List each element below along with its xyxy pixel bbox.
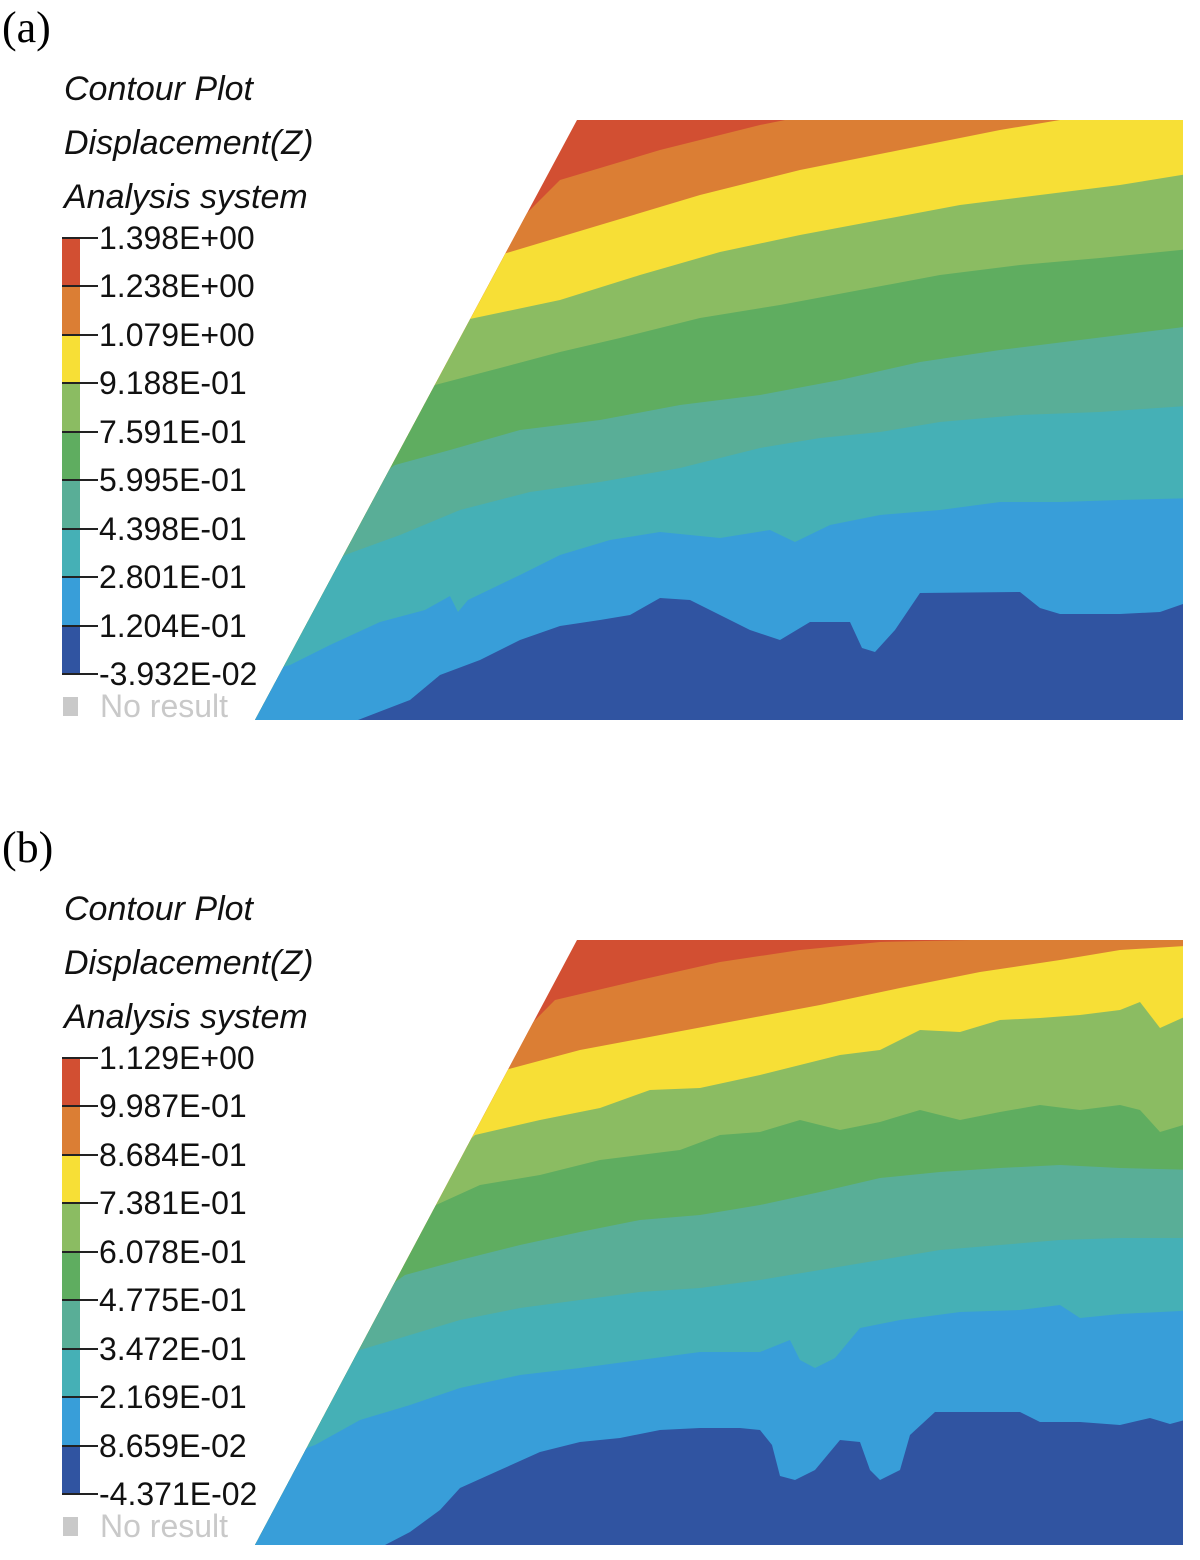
legend-level-label: -3.932E-02 — [99, 656, 258, 692]
colorbar-band-4 — [62, 1299, 80, 1348]
colorbar-band-6 — [62, 382, 80, 431]
legend-tick — [62, 237, 98, 239]
legend-title-line-3: Analysis system — [64, 178, 308, 216]
panel-b: (b) Contour Plot Displacement(Z) Analysi… — [0, 820, 1200, 1560]
no-result-swatch — [63, 697, 78, 716]
legend-level-label: 4.398E-01 — [99, 511, 247, 547]
contour-band-1 — [358, 592, 1183, 720]
legend-level-label: 9.188E-01 — [99, 365, 247, 401]
legend-level-label: 4.775E-01 — [99, 1282, 247, 1318]
colorbar-band-9 — [62, 237, 80, 286]
legend-tick — [62, 1348, 98, 1350]
legend-tick — [62, 1493, 98, 1495]
legend-tick — [62, 673, 98, 675]
legend-level-label: 8.684E-01 — [99, 1137, 247, 1173]
no-result-label: No result — [100, 1508, 229, 1544]
colorbar-band-2 — [62, 576, 80, 625]
legend-tick — [62, 1202, 98, 1204]
colorbar-band-2 — [62, 1396, 80, 1445]
legend-level-label: 6.078E-01 — [99, 1234, 247, 1270]
colorbar-band-3 — [62, 1347, 80, 1397]
contour-plot-b — [255, 940, 1183, 1545]
legend-level-label: 3.472E-01 — [99, 1331, 247, 1367]
legend-level-label: 2.801E-01 — [99, 559, 247, 595]
legend-title-line-1: Contour Plot — [64, 70, 253, 108]
legend-tick — [62, 1445, 98, 1447]
legend-level-label: 1.079E+00 — [99, 317, 255, 353]
legend-tick — [62, 1396, 98, 1398]
legend-tick — [62, 1105, 98, 1107]
legend-tick — [62, 528, 98, 530]
panel-label: (a) — [2, 3, 51, 52]
legend-level-label: 8.659E-02 — [99, 1428, 247, 1464]
legend-title-line-3: Analysis system — [64, 998, 308, 1036]
legend-level-label: 1.398E+00 — [99, 220, 255, 256]
contour-plot-a — [255, 120, 1183, 720]
legend-tick — [62, 1299, 98, 1301]
colorbar-band-8 — [62, 285, 80, 334]
legend-tick — [62, 479, 98, 481]
colorbar-band-1 — [62, 1444, 80, 1493]
legend-level-label: 2.169E-01 — [99, 1379, 247, 1415]
legend-title-line-1: Contour Plot — [64, 890, 253, 928]
colorbar-band-1 — [62, 624, 80, 673]
legend-tick — [62, 1154, 98, 1156]
no-result-label: No result — [100, 688, 229, 724]
legend-level-label: 1.204E-01 — [99, 608, 247, 644]
legend-tick — [62, 431, 98, 433]
colorbar-band-5 — [62, 1250, 80, 1300]
legend-tick — [62, 576, 98, 578]
legend-level-label: -4.371E-02 — [99, 1476, 258, 1512]
legend-tick — [62, 285, 98, 287]
colorbar-band-7 — [62, 1153, 80, 1203]
legend-tick — [62, 625, 98, 627]
no-result-swatch — [63, 1517, 78, 1536]
legend-level-label: 1.129E+00 — [99, 1040, 255, 1076]
colorbar-band-4 — [62, 479, 80, 528]
legend-level-label: 1.238E+00 — [99, 268, 255, 304]
legend-colorbar — [62, 1057, 80, 1493]
legend-level-label: 5.995E-01 — [99, 462, 247, 498]
contour-band-1 — [385, 1412, 1183, 1545]
panel-a: (a) Contour Plot Displacement(Z) Analysi… — [0, 0, 1200, 740]
legend-title-line-2: Displacement(Z) — [64, 124, 314, 162]
colorbar-band-8 — [62, 1105, 80, 1154]
legend-title-line-2: Displacement(Z) — [64, 944, 314, 982]
legend-colorbar — [62, 237, 80, 673]
legend-level-label: 7.591E-01 — [99, 414, 247, 450]
colorbar-band-5 — [62, 430, 80, 480]
legend-tick — [62, 334, 98, 336]
legend-level-label: 9.987E-01 — [99, 1088, 247, 1124]
legend-tick — [62, 382, 98, 384]
legend-tick — [62, 1251, 98, 1253]
colorbar-band-9 — [62, 1057, 80, 1106]
colorbar-band-3 — [62, 527, 80, 577]
colorbar-band-6 — [62, 1202, 80, 1251]
colorbar-band-7 — [62, 333, 80, 383]
legend-tick — [62, 1057, 98, 1059]
panel-label: (b) — [2, 823, 54, 872]
legend-level-label: 7.381E-01 — [99, 1185, 247, 1221]
